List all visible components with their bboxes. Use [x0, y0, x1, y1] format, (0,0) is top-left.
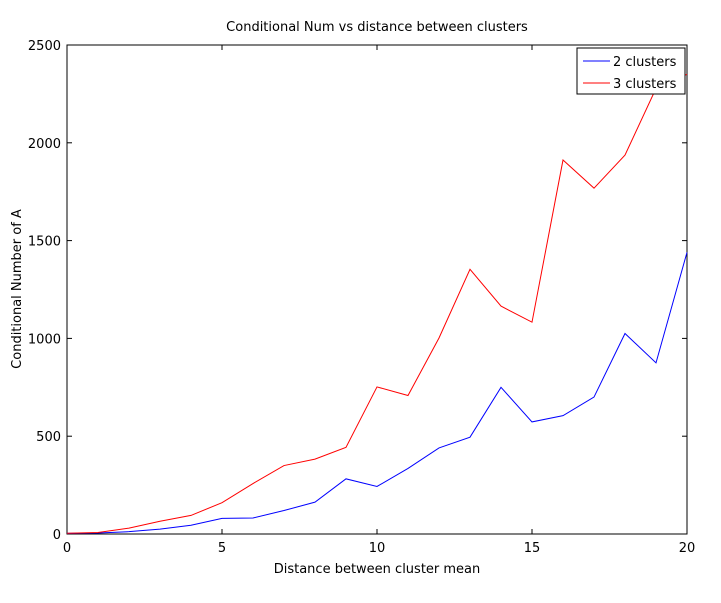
x-tick-label: 20 [679, 541, 696, 556]
y-tick-label: 1000 [28, 332, 61, 347]
y-axis-label: Conditional Number of A [10, 209, 25, 369]
series-line-3-clusters [66, 73, 688, 534]
x-tick-label: 0 [63, 541, 71, 556]
y-tick-label: 500 [36, 430, 61, 445]
legend-label-3-clusters: 3 clusters [613, 77, 677, 92]
series-lines [66, 73, 688, 534]
y-tick-label: 2500 [28, 39, 61, 54]
legend-label-2-clusters: 2 clusters [613, 55, 677, 70]
y-tick-label: 0 [53, 528, 61, 543]
x-tick-label: 15 [524, 541, 541, 556]
x-tick-label: 5 [218, 541, 226, 556]
series-line-2-clusters [66, 252, 688, 534]
x-tick-label: 10 [369, 541, 386, 556]
x-axis-label: Distance between cluster mean [274, 562, 481, 577]
y-axis-ticks: 0 500 1000 1500 2000 2500 [28, 39, 687, 543]
chart-title: Conditional Num vs distance between clus… [226, 20, 528, 35]
legend-box [576, 47, 686, 95]
y-tick-label: 2000 [28, 137, 61, 152]
x-axis-ticks: 0 5 10 15 20 [63, 45, 695, 556]
legend: 2 clusters 3 clusters [576, 47, 686, 95]
plot-frame [66, 44, 688, 535]
plot-area: 0 500 1000 1500 2000 2500 0 5 10 15 20 [28, 39, 695, 556]
y-tick-label: 1500 [28, 235, 61, 250]
